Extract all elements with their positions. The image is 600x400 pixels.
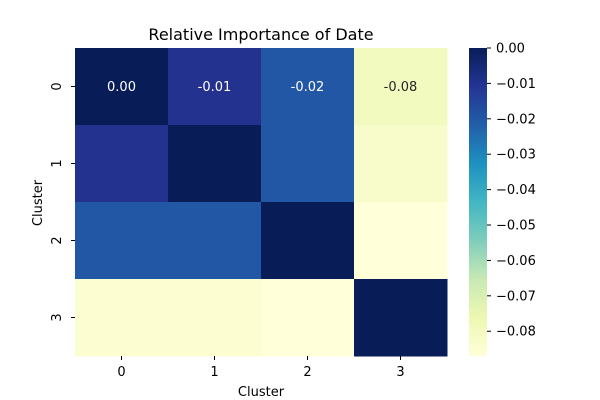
x-tick-label: 3 — [396, 365, 404, 380]
y-tick-label: 2 — [50, 236, 65, 244]
colorbar-tick-label: −0.08 — [496, 325, 536, 340]
x-tick-label: 2 — [303, 365, 311, 380]
colorbar-ticks: 0.00 −0.01 −0.02 −0.03 −0.04 −0.05 −0.06 −0.07 −… — [487, 42, 536, 340]
y-tick-label: 0 — [50, 82, 65, 90]
colorbar-tick-label: −0.06 — [496, 254, 536, 269]
heatmap-cell — [261, 202, 355, 280]
cell-annotation: -0.02 — [291, 80, 325, 95]
colorbar-tick-label: −0.04 — [496, 183, 536, 198]
x-axis-label: Cluster — [238, 385, 285, 400]
colorbar — [469, 48, 487, 356]
y-axis-ticks: 0 1 2 3 — [50, 82, 75, 322]
heatmap-cell — [354, 202, 448, 280]
x-tick-label: 1 — [210, 365, 218, 380]
chart-title: Relative Importance of Date — [148, 25, 373, 44]
x-axis-ticks: 0 1 2 3 — [117, 356, 405, 380]
colorbar-tick-label: −0.05 — [496, 219, 536, 234]
cell-annotations: 0.00 -0.01 -0.02 -0.08 — [107, 80, 417, 95]
colorbar-tick-label: −0.01 — [496, 77, 536, 92]
heatmap-cell — [75, 202, 169, 280]
y-axis-label: Cluster — [31, 179, 46, 226]
heatmap-cells — [75, 48, 448, 357]
cell-annotation: -0.01 — [198, 80, 232, 95]
cell-annotation: 0.00 — [107, 80, 136, 95]
heatmap-cell — [168, 125, 262, 203]
heatmap-cell — [261, 125, 355, 203]
heatmap-cell — [354, 48, 448, 126]
colorbar-tick-label: −0.03 — [496, 148, 536, 163]
colorbar-tick-label: 0.00 — [496, 42, 525, 57]
heatmap-cell — [354, 125, 448, 203]
heatmap-cell — [75, 125, 169, 203]
heatmap-cell — [168, 202, 262, 280]
heatmap-cell — [261, 279, 355, 357]
heatmap-cell — [75, 279, 169, 357]
x-tick-label: 0 — [117, 365, 125, 380]
heatmap-cell — [168, 279, 262, 357]
y-tick-label: 1 — [50, 159, 65, 167]
colorbar-tick-label: −0.07 — [496, 289, 536, 304]
heatmap-cell — [168, 48, 262, 126]
heatmap-cell — [354, 279, 448, 357]
heatmap-cell — [75, 48, 169, 126]
colorbar-tick-label: −0.02 — [496, 112, 536, 127]
heatmap-cell — [261, 48, 355, 126]
cell-annotation: -0.08 — [384, 80, 418, 95]
y-tick-label: 3 — [50, 313, 65, 321]
